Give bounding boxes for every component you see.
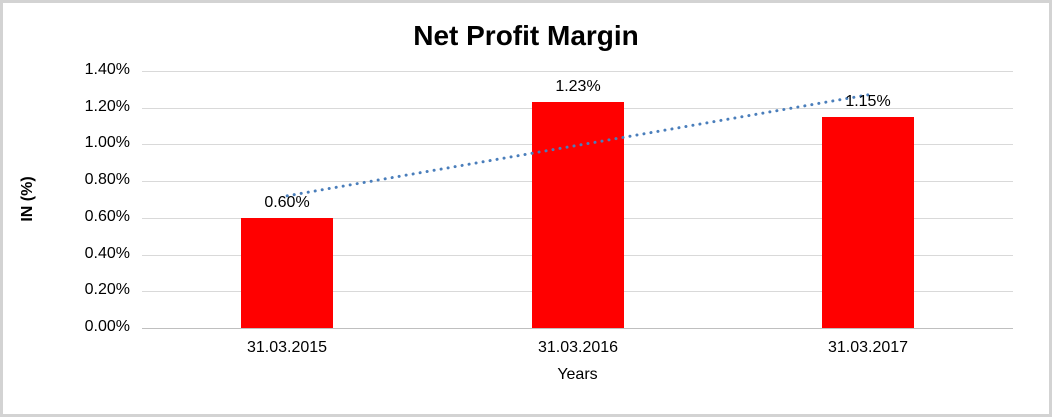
- data-label: 1.15%: [845, 93, 891, 110]
- y-tick-label: 0.80%: [84, 171, 130, 188]
- y-axis-title: IN (%): [19, 176, 36, 222]
- bar: [241, 218, 333, 328]
- y-tick-label: 1.40%: [84, 61, 130, 78]
- x-tick-label: 31.03.2015: [246, 339, 328, 356]
- bar: [532, 102, 624, 328]
- x-axis-title: Years: [557, 366, 598, 383]
- chart-title: Net Profit Margin: [413, 20, 639, 51]
- data-label: 0.60%: [264, 194, 310, 211]
- data-label: 1.23%: [555, 78, 601, 95]
- y-tick-label: 1.00%: [84, 134, 130, 151]
- gridline: [142, 71, 1013, 72]
- x-axis-line: [142, 328, 1013, 329]
- x-tick-label: 31.03.2017: [827, 339, 909, 356]
- y-tick-label: 0.00%: [84, 318, 130, 335]
- y-tick-label: 0.20%: [84, 281, 130, 298]
- y-tick-label: 0.60%: [84, 208, 130, 225]
- y-tick-label: 0.40%: [84, 245, 130, 262]
- bar: [822, 117, 914, 328]
- x-tick-label: 31.03.2016: [537, 339, 619, 356]
- y-tick-label: 1.20%: [84, 98, 130, 115]
